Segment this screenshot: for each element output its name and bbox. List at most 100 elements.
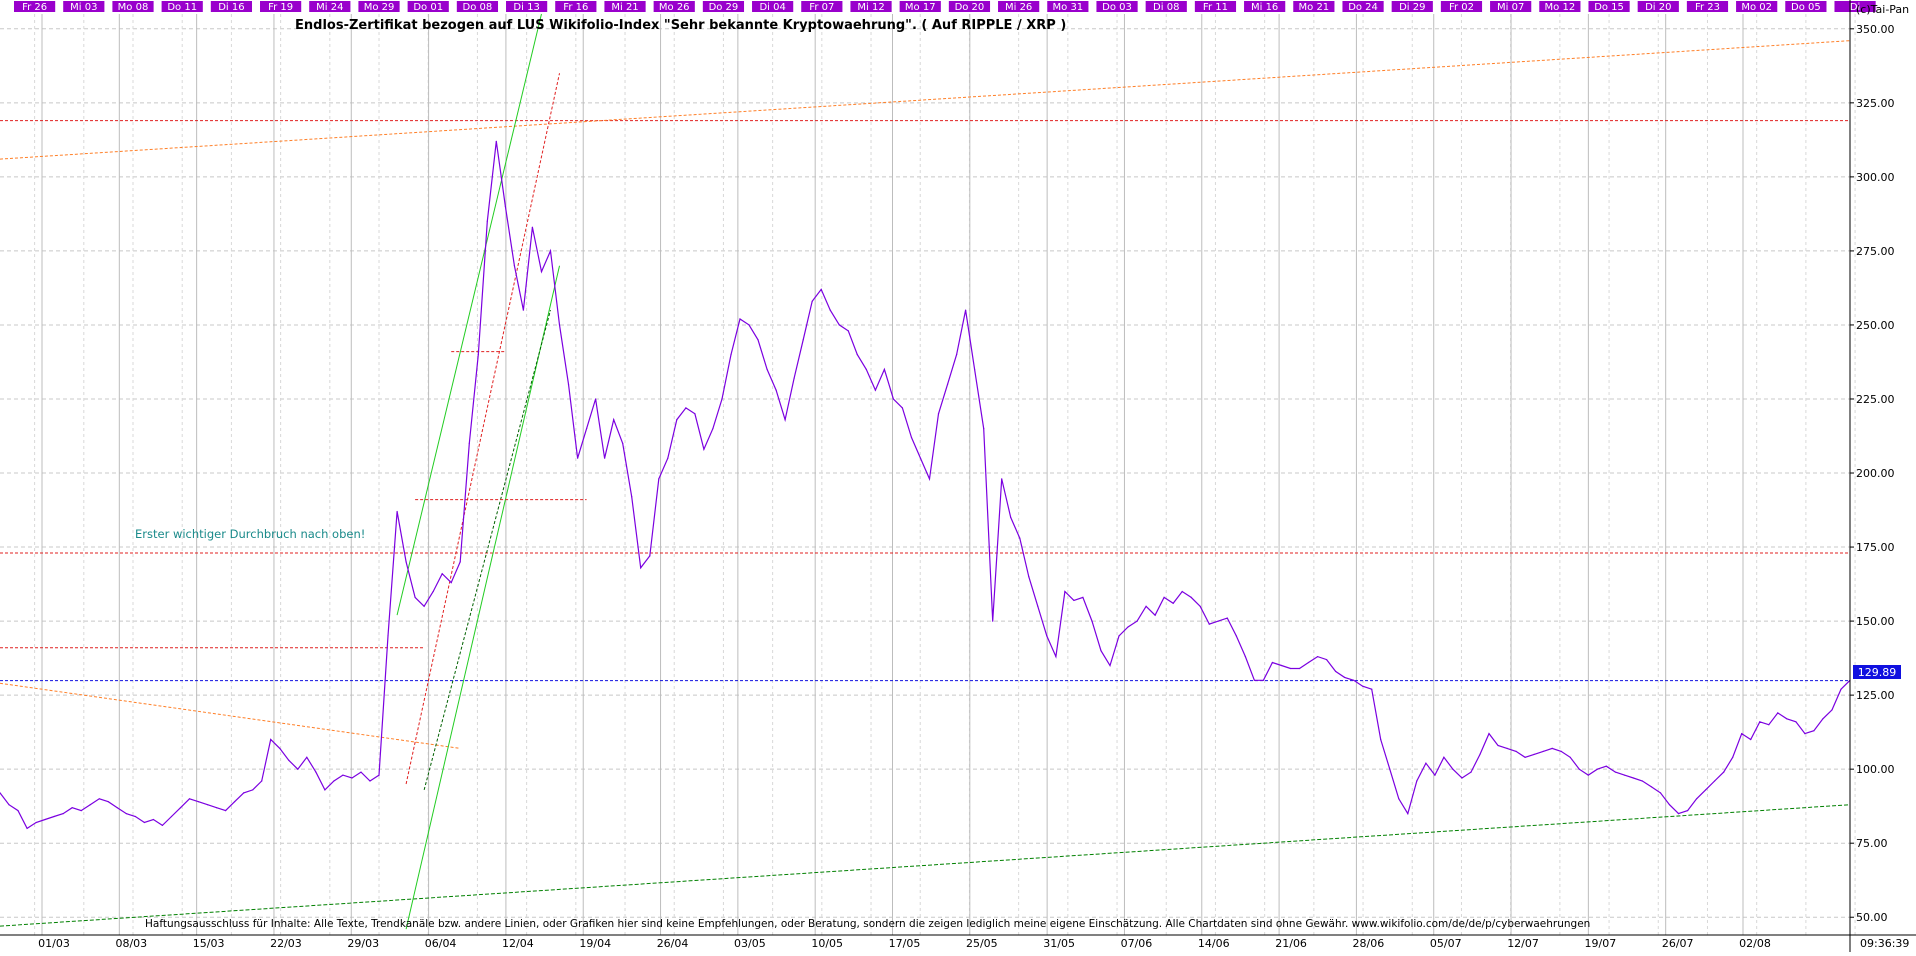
price-point [161,824,163,827]
top-date-label: Mo 31 [1053,2,1084,13]
price-point [225,810,227,812]
x-tick-label: 02/08 [1739,937,1771,950]
x-tick-label: 07/06 [1121,937,1153,950]
price-point [892,398,895,400]
horizontal-levels [0,120,1850,682]
price-point [1010,516,1012,519]
price-point [1154,614,1156,616]
top-date-label: Do 29 [709,2,739,13]
copyright-label: (c)Tai-Pan [1856,3,1909,16]
price-point [1750,738,1752,741]
price-point [567,383,570,385]
price-point [1840,688,1842,690]
price-point [1443,756,1445,758]
top-date-label: Di 13 [513,2,539,13]
price-point [1632,777,1634,779]
price-point [1768,724,1770,726]
price-point [910,436,913,439]
top-date-cell [1293,1,1335,12]
price-point [1524,756,1526,758]
top-date-cell [260,1,302,12]
price-point [1145,605,1147,607]
price-point [549,250,552,252]
price-point [62,813,64,815]
price-point [1298,667,1301,670]
price-point [414,596,416,599]
breakout-annotation: Erster wichtiger Durchbruch nach oben! [135,527,365,541]
price-point [1118,635,1120,637]
price-point [1813,730,1815,732]
price-point [1822,718,1824,720]
time-label: 09:36:39 [1860,937,1909,950]
top-date-cell [112,1,154,12]
top-date-cell [63,1,105,12]
top-date-cell [210,1,253,12]
price-point [1560,750,1562,753]
top-date-cell [1637,1,1679,12]
price-point [1163,596,1165,599]
price-point [1696,798,1698,800]
x-tick-label: 17/05 [889,937,921,950]
price-point [1795,721,1797,723]
price-point [26,827,28,830]
price-point [243,792,245,794]
top-date-bar: Fr 26 Mi 03 Mo 08 Do 11 Di 16 Fr 19 Mi 24 Mo 29… [14,1,1876,13]
price-point [459,561,461,563]
top-date-label: Fr 19 [268,2,293,13]
top-date-label: Fr 26 [22,2,47,13]
price-point [1804,733,1806,735]
price-point [1127,626,1129,628]
price-point [604,457,606,459]
top-date-cell [1391,1,1433,12]
top-date-cell [1490,1,1532,12]
x-tick-label: 31/05 [1043,937,1075,950]
top-date-cell [1096,1,1138,12]
top-date-cell [1440,1,1483,12]
price-point [1732,756,1734,758]
price-point [883,368,886,370]
price-point [35,821,37,824]
price-point [1659,792,1662,794]
price-point [793,377,795,379]
top-date-cell [1686,1,1729,12]
price-point [324,789,326,791]
price-point [297,768,299,770]
price-point [1506,747,1508,750]
y-tick-label: 300.00 [1856,171,1895,184]
top-date-label: Mo 08 [118,2,149,13]
top-date-label: Fr 23 [1695,2,1720,13]
x-tick-label: 03/05 [734,937,766,950]
top-date-label: Do 24 [1348,2,1378,13]
top-date-label: Do 03 [1102,2,1132,13]
price-point [928,478,931,480]
price-point [992,620,994,622]
y-tick-label: 325.00 [1856,97,1895,110]
price-point [1172,602,1174,604]
top-date-label: Mo 26 [659,2,690,13]
price-point [504,205,506,208]
last-value-label: 129.89 [1858,666,1897,679]
price-point [333,780,335,782]
price-point [188,798,191,800]
price-point [252,789,254,791]
price-point [577,457,579,459]
price-point [1515,750,1517,753]
price-point [531,226,534,228]
top-date-label: Di 04 [759,2,785,13]
price-point [748,324,750,326]
top-date-label: Mo 17 [905,2,936,13]
price-point [1407,813,1409,815]
top-date-cell [555,1,597,12]
price-point [1389,768,1391,770]
price-point [694,413,696,415]
x-tick-label: 25/05 [966,937,998,950]
top-date-label: Di 16 [218,2,244,13]
y-tick-label: 250.00 [1856,319,1895,332]
top-date-label: Fr 16 [563,2,588,13]
price-point [71,807,73,809]
price-point [1307,661,1310,664]
price-point [270,738,272,741]
price-point [1208,623,1210,625]
price-point [143,821,145,824]
price-point [0,792,1,794]
